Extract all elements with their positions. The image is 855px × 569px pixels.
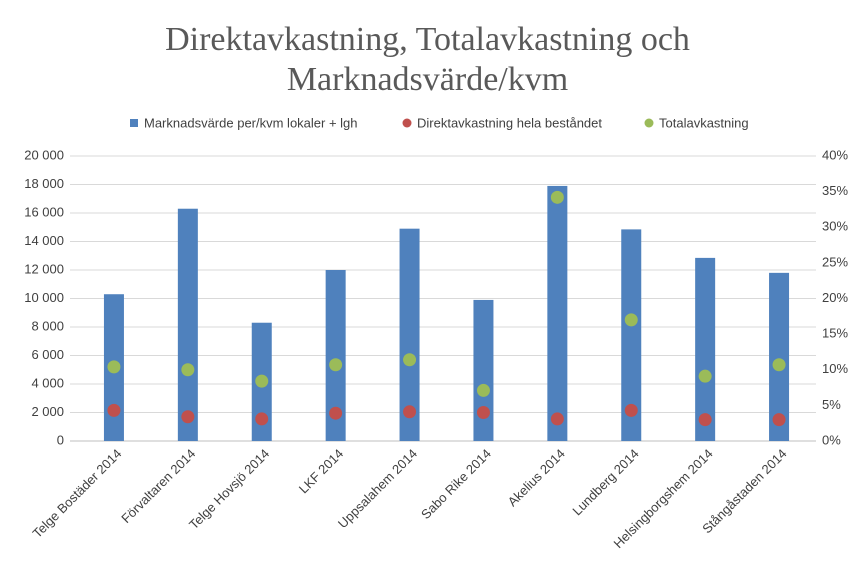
dot	[329, 358, 343, 372]
y2-tick-label: 35%	[822, 183, 848, 198]
y2-tick-label: 25%	[822, 254, 848, 269]
legend-swatch	[130, 119, 138, 127]
dot	[476, 383, 490, 397]
dot	[403, 353, 417, 367]
y-tick-label: 14 000	[24, 233, 64, 248]
legend-swatch	[402, 118, 412, 128]
dot	[698, 369, 712, 383]
y-tick-label: 6 000	[31, 347, 64, 362]
dot	[698, 413, 712, 427]
y-tick-label: 18 000	[24, 176, 64, 191]
dot	[107, 360, 121, 374]
y-tick-label: 0	[57, 432, 64, 447]
x-tick-label: Uppsalahem 2014	[335, 446, 420, 531]
y-tick-label: 4 000	[31, 375, 64, 390]
y-tick-label: 10 000	[24, 290, 64, 305]
bar	[769, 272, 790, 441]
y-tick-label: 12 000	[24, 261, 64, 276]
bar	[399, 228, 420, 441]
bar	[547, 185, 568, 441]
dot	[107, 403, 121, 417]
bar	[621, 229, 642, 441]
x-tick-label: Telge Hovsjö 2014	[186, 446, 272, 532]
dot	[772, 413, 786, 427]
y2-tick-label: 20%	[822, 290, 848, 305]
dot	[403, 405, 417, 419]
y2-tick-label: 10%	[822, 361, 848, 376]
dot	[255, 374, 269, 388]
x-tick-label: Sabo Rike 2014	[418, 446, 494, 522]
x-tick-label: LKF 2014	[296, 446, 346, 496]
bar	[325, 270, 346, 441]
y-tick-label: 20 000	[24, 147, 64, 162]
bar	[695, 257, 716, 441]
x-tick-label: Stångåstaden 2014	[699, 446, 789, 536]
dot	[181, 410, 195, 424]
x-tick-label: Förvaltaren 2014	[118, 446, 198, 526]
legend-label: Direktavkastning hela beståndet	[417, 115, 602, 130]
y-tick-label: 2 000	[31, 404, 64, 419]
bar	[177, 208, 198, 441]
bar	[473, 299, 494, 441]
y2-tick-label: 0%	[822, 432, 841, 447]
y2-tick-label: 5%	[822, 397, 841, 412]
dot	[550, 412, 564, 426]
dot	[550, 190, 564, 204]
dot	[255, 412, 269, 426]
legend-label: Marknadsvärde per/kvm lokaler + lgh	[144, 115, 358, 130]
legend-label: Totalavkastning	[659, 115, 749, 130]
x-tick-label: Telge Bostäder 2014	[30, 446, 125, 541]
x-tick-label: Akelius 2014	[505, 446, 568, 509]
y2-tick-label: 40%	[822, 147, 848, 162]
legend-swatch	[644, 118, 654, 128]
x-tick-label: Lundberg 2014	[569, 446, 641, 518]
y-tick-label: 16 000	[24, 204, 64, 219]
dot	[624, 403, 638, 417]
chart-title: Direktavkastning, Totalavkastning och Ma…	[165, 21, 690, 98]
dot	[772, 358, 786, 372]
dot	[181, 363, 195, 377]
y2-tick-label: 15%	[822, 326, 848, 341]
dot	[329, 406, 343, 420]
dot	[476, 406, 490, 419]
y2-tick-label: 30%	[822, 219, 848, 234]
y-tick-label: 8 000	[31, 318, 64, 333]
dot	[624, 313, 638, 327]
